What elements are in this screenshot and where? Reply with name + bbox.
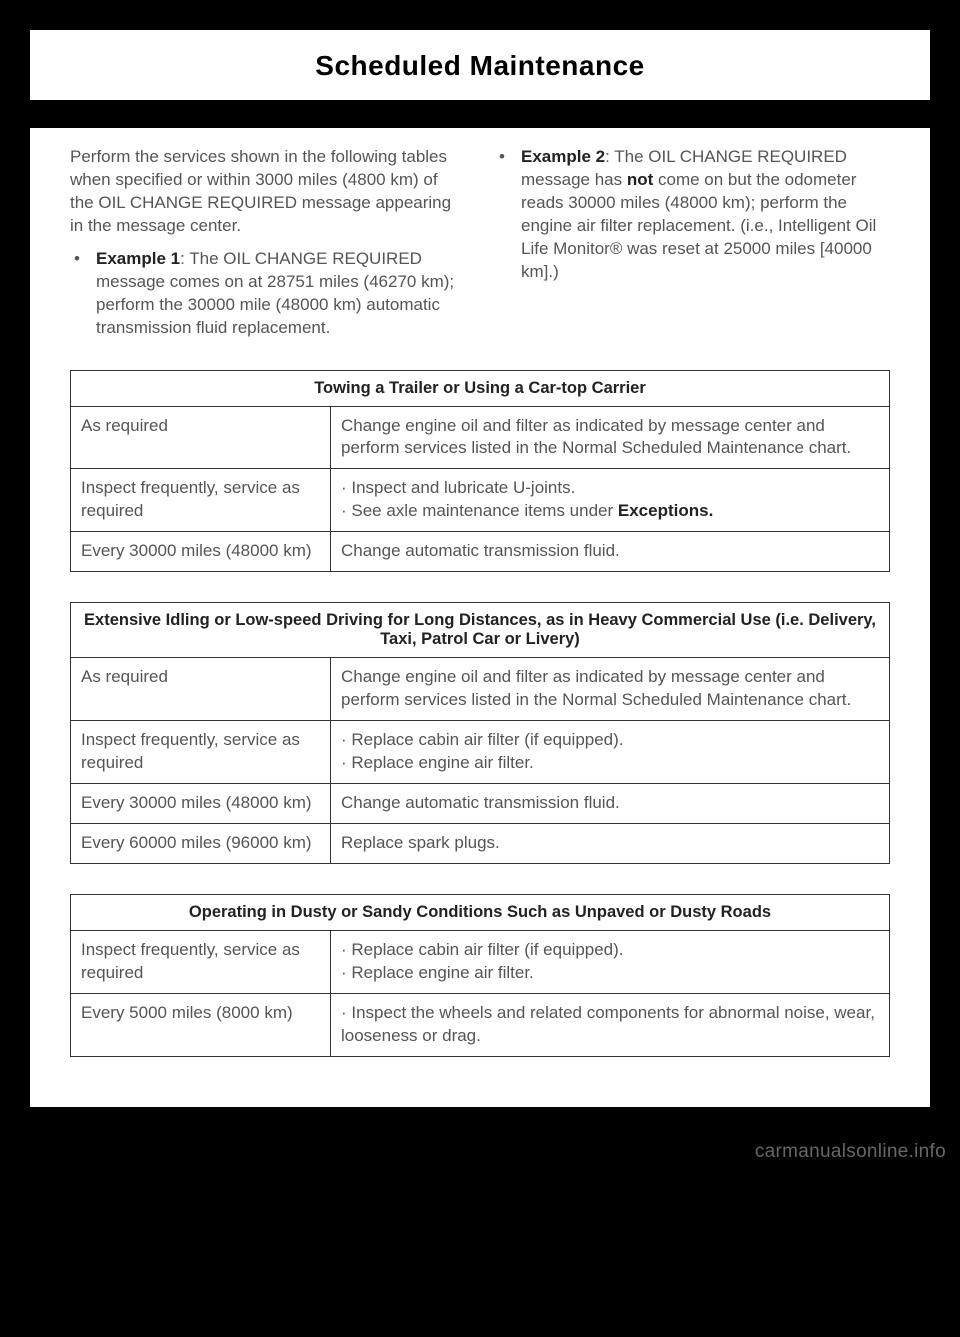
exceptions-bold: Exceptions. <box>618 501 713 520</box>
idling-table-title: Extensive Idling or Low-speed Driving fo… <box>71 603 890 658</box>
page-container: Scheduled Maintenance Perform the servic… <box>30 30 930 1107</box>
page-header: Scheduled Maintenance <box>30 30 930 128</box>
bullet-icon: • <box>495 146 521 284</box>
table-row: As required Change engine oil and filter… <box>71 406 890 469</box>
table-header-row: Operating in Dusty or Sandy Conditions S… <box>71 894 890 930</box>
service-line: · Inspect and lubricate U-joints. <box>341 478 575 497</box>
intro-left-column: Perform the services shown in the follow… <box>70 146 465 346</box>
intro-paragraph: Perform the services shown in the follow… <box>70 146 465 238</box>
example-1-label: Example 1 <box>96 249 180 268</box>
watermark-text: carmanualsonline.info <box>0 1137 960 1173</box>
service-cell: · Inspect and lubricate U-joints. · See … <box>331 469 890 532</box>
towing-table: Towing a Trailer or Using a Car-top Carr… <box>70 370 890 573</box>
interval-cell: Inspect frequently, service as required <box>71 721 331 784</box>
service-cell: · Replace cabin air filter (if equipped)… <box>331 721 890 784</box>
interval-cell: As required <box>71 658 331 721</box>
example-2-not: not <box>627 170 653 189</box>
interval-cell: Every 60000 miles (96000 km) <box>71 823 331 863</box>
content-area: Perform the services shown in the follow… <box>30 128 930 1107</box>
table-header-row: Extensive Idling or Low-speed Driving fo… <box>71 603 890 658</box>
service-cell: Change automatic transmission fluid. <box>331 532 890 572</box>
service-cell: · Inspect the wheels and related compone… <box>331 993 890 1056</box>
example-2-item: • Example 2: The OIL CHANGE REQUIRED mes… <box>495 146 890 284</box>
interval-cell: As required <box>71 406 331 469</box>
table-row: Every 5000 miles (8000 km) · Inspect the… <box>71 993 890 1056</box>
intro-columns: Perform the services shown in the follow… <box>70 146 890 346</box>
interval-cell: Every 30000 miles (48000 km) <box>71 783 331 823</box>
intro-right-column: • Example 2: The OIL CHANGE REQUIRED mes… <box>495 146 890 346</box>
table-header-row: Towing a Trailer or Using a Car-top Carr… <box>71 370 890 406</box>
table-row: Every 60000 miles (96000 km) Replace spa… <box>71 823 890 863</box>
table-row: Inspect frequently, service as required … <box>71 930 890 993</box>
dusty-table-title: Operating in Dusty or Sandy Conditions S… <box>71 894 890 930</box>
interval-cell: Inspect frequently, service as required <box>71 930 331 993</box>
service-cell: · Replace cabin air filter (if equipped)… <box>331 930 890 993</box>
table-row: Inspect frequently, service as required … <box>71 721 890 784</box>
example-2-text: Example 2: The OIL CHANGE REQUIRED messa… <box>521 146 890 284</box>
table-row: Every 30000 miles (48000 km) Change auto… <box>71 532 890 572</box>
dusty-table: Operating in Dusty or Sandy Conditions S… <box>70 894 890 1057</box>
service-cell: Change engine oil and filter as indicate… <box>331 406 890 469</box>
service-cell: Change engine oil and filter as indicate… <box>331 658 890 721</box>
service-line: · See axle maintenance items under <box>341 501 618 520</box>
service-line: · Replace cabin air filter (if equipped)… <box>341 730 624 749</box>
service-cell: Change automatic transmission fluid. <box>331 783 890 823</box>
service-cell: Replace spark plugs. <box>331 823 890 863</box>
table-row: Inspect frequently, service as required … <box>71 469 890 532</box>
table-row: As required Change engine oil and filter… <box>71 658 890 721</box>
interval-cell: Every 5000 miles (8000 km) <box>71 993 331 1056</box>
towing-table-title: Towing a Trailer or Using a Car-top Carr… <box>71 370 890 406</box>
service-line: · Replace engine air filter. <box>341 963 534 982</box>
page-title: Scheduled Maintenance <box>30 50 930 82</box>
idling-table: Extensive Idling or Low-speed Driving fo… <box>70 602 890 864</box>
example-2-label: Example 2 <box>521 147 605 166</box>
interval-cell: Every 30000 miles (48000 km) <box>71 532 331 572</box>
bullet-icon: • <box>70 248 96 340</box>
service-line: · Replace engine air filter. <box>341 753 534 772</box>
example-1-item: • Example 1: The OIL CHANGE REQUIRED mes… <box>70 248 465 340</box>
example-1-text: Example 1: The OIL CHANGE REQUIRED messa… <box>96 248 465 340</box>
service-line: · Replace cabin air filter (if equipped)… <box>341 940 624 959</box>
table-row: Every 30000 miles (48000 km) Change auto… <box>71 783 890 823</box>
interval-cell: Inspect frequently, service as required <box>71 469 331 532</box>
